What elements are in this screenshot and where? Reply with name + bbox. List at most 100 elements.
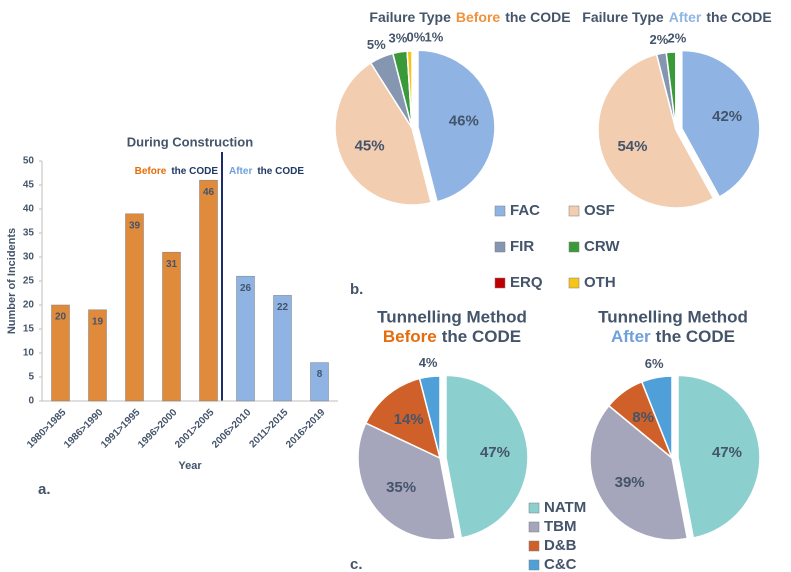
slice-label: 6% bbox=[645, 356, 664, 371]
x-tick-label: 2006>2010 bbox=[210, 407, 254, 451]
legend-label: D&B bbox=[544, 537, 577, 554]
legend-swatch bbox=[494, 205, 506, 217]
slice-label: 35% bbox=[386, 479, 416, 496]
slice-label: 42% bbox=[712, 108, 742, 125]
bar bbox=[310, 362, 329, 402]
pie-slice bbox=[677, 374, 761, 539]
pie-slice bbox=[597, 53, 715, 209]
y-tick-label: 25 bbox=[23, 276, 35, 287]
chart-subtitle-part: the CODE bbox=[656, 327, 735, 346]
y-tick-label: 0 bbox=[28, 396, 34, 407]
chart-subtitle-part: the CODE bbox=[442, 327, 521, 346]
chart-title-part: Before bbox=[456, 9, 501, 25]
slice-label: 14% bbox=[394, 411, 424, 428]
annotation-part: Before bbox=[135, 166, 167, 177]
chart-subtitle-part: Before bbox=[383, 327, 437, 346]
y-tick-label: 40 bbox=[23, 204, 35, 215]
legend-label: CRW bbox=[584, 238, 620, 255]
legend-swatch bbox=[568, 277, 580, 289]
pie-slice bbox=[364, 377, 442, 460]
legend-swatch bbox=[528, 559, 540, 571]
legend-label: TBM bbox=[544, 518, 577, 535]
x-tick-label: 2016>2019 bbox=[284, 407, 328, 451]
bar-value-label: 19 bbox=[92, 316, 104, 327]
slice-label: 39% bbox=[615, 474, 645, 491]
chart-title: Tunnelling Method bbox=[377, 307, 527, 326]
slice-label: 47% bbox=[480, 444, 510, 461]
y-tick-label: 15 bbox=[23, 324, 35, 335]
legend-swatch bbox=[528, 540, 540, 552]
y-tick-label: 50 bbox=[23, 156, 35, 167]
chart-title-part: Failure Type bbox=[582, 9, 664, 25]
bar-value-label: 8 bbox=[317, 369, 323, 380]
y-tick-label: 45 bbox=[23, 180, 35, 191]
pie-slice bbox=[357, 422, 457, 541]
chart-title-part: the CODE bbox=[706, 9, 771, 25]
chart-subtitle: After the CODE bbox=[611, 327, 735, 346]
bar bbox=[199, 179, 218, 402]
annotation-part: After bbox=[229, 166, 252, 177]
legend-label: ERQ bbox=[510, 274, 543, 291]
slice-label: 1% bbox=[425, 29, 444, 44]
pie-slice bbox=[589, 404, 689, 541]
y-tick-label: 5 bbox=[28, 372, 34, 383]
annotation: Before the CODE bbox=[135, 166, 219, 177]
bar bbox=[125, 213, 144, 402]
slice-label: 45% bbox=[355, 137, 385, 154]
y-tick-label: 30 bbox=[23, 252, 35, 263]
legend-label: C&C bbox=[544, 556, 577, 572]
annotation-part: the CODE bbox=[171, 166, 218, 177]
slice-label: 46% bbox=[449, 112, 479, 129]
chart-title-part: Failure Type bbox=[369, 9, 451, 25]
chart-title: Tunnelling Method bbox=[598, 307, 748, 326]
y-tick-label: 35 bbox=[23, 228, 35, 239]
slice-label: 2% bbox=[650, 32, 669, 47]
legend-label: FIR bbox=[510, 238, 534, 255]
pie-slice bbox=[445, 374, 529, 539]
pie-slice bbox=[681, 49, 761, 198]
slice-label: 0% bbox=[407, 30, 426, 45]
slice-label: 3% bbox=[389, 31, 408, 46]
legend-swatch bbox=[568, 241, 580, 253]
panel-label: a. bbox=[38, 481, 51, 498]
y-tick-label: 20 bbox=[23, 300, 35, 311]
pie-slice bbox=[406, 50, 413, 129]
chart-subtitle: Before the CODE bbox=[383, 327, 521, 346]
chart-title: During Construction bbox=[127, 134, 253, 149]
bar-value-label: 31 bbox=[166, 259, 178, 270]
bar-value-label: 20 bbox=[55, 312, 67, 323]
y-tick-label: 10 bbox=[23, 348, 35, 359]
slice-label: 4% bbox=[419, 355, 438, 370]
slice-label: 5% bbox=[367, 37, 386, 52]
legend-label: FAC bbox=[510, 202, 540, 219]
slice-label: 54% bbox=[617, 138, 647, 155]
slice-label: 8% bbox=[632, 409, 654, 426]
legend-swatch bbox=[494, 277, 506, 289]
x-axis-title: Year bbox=[178, 460, 202, 472]
bar bbox=[273, 295, 292, 402]
bar-value-label: 26 bbox=[240, 283, 252, 294]
bar-value-label: 22 bbox=[277, 302, 289, 313]
chart-title: Failure Type Before the CODE bbox=[369, 9, 570, 25]
bar-value-label: 39 bbox=[129, 220, 141, 231]
pie-slice bbox=[640, 375, 673, 459]
pie-slice bbox=[418, 375, 441, 459]
bar bbox=[236, 275, 255, 402]
annotation: After the CODE bbox=[229, 166, 304, 177]
legend-swatch bbox=[528, 521, 540, 533]
legend-swatch bbox=[494, 241, 506, 253]
slice-label: 47% bbox=[712, 444, 742, 461]
bar bbox=[88, 309, 107, 402]
bar bbox=[162, 251, 181, 402]
y-axis-title: Number of Incidents bbox=[6, 228, 18, 334]
legend-swatch bbox=[528, 502, 540, 514]
legend-label: OTH bbox=[584, 274, 616, 291]
legend-label: OSF bbox=[584, 202, 615, 219]
chart-subtitle-part: After bbox=[611, 327, 651, 346]
chart-title: Failure Type After the CODE bbox=[582, 9, 771, 25]
annotation-part: the CODE bbox=[257, 166, 304, 177]
panel-label: c. bbox=[350, 556, 363, 572]
legend-swatch bbox=[568, 205, 580, 217]
bar bbox=[51, 304, 70, 402]
